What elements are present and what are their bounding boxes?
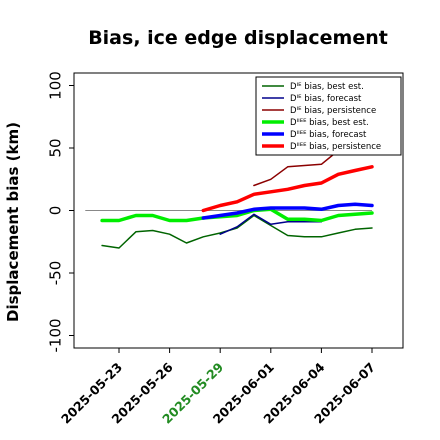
y-axis-label: Displacement bias (km) [4, 122, 22, 322]
series-line-6 [201, 165, 374, 213]
y-tick-label: 0 [47, 206, 65, 216]
y-tick-label: -100 [47, 318, 65, 352]
legend: Dᴵᴱ bias, best est. Dᴵᴱ bias, forecast Dᴵᴱ… [255, 76, 402, 156]
legend-entry-2: Dᴵᴱ bias, forecast [290, 94, 362, 104]
series-line-4 [100, 207, 374, 223]
series-line-3 [253, 149, 340, 187]
legend-entry-4: Dᴵᴵᴱᴱ bias, best est. [290, 118, 369, 128]
chart-title: Bias, ice edge displacement [88, 27, 388, 49]
series-layer [100, 149, 374, 249]
y-tick-label: 50 [47, 138, 65, 157]
legend-entry-1: Dᴵᴱ bias, best est. [290, 82, 364, 92]
series-line-1 [101, 214, 373, 249]
series-line-2 [219, 213, 323, 235]
legend-entry-5: Dᴵᴵᴱᴱ bias, forecast [290, 130, 367, 140]
y-tick-label: -50 [47, 261, 65, 286]
series-line-5 [201, 202, 374, 220]
legend-entry-6: Dᴵᴵᴱᴱ bias, persistence [290, 142, 381, 152]
legend-entry-3: Dᴵᴱ bias, persistence [290, 106, 376, 116]
legend-box [255, 76, 402, 156]
y-tick-label: 100 [47, 71, 65, 100]
